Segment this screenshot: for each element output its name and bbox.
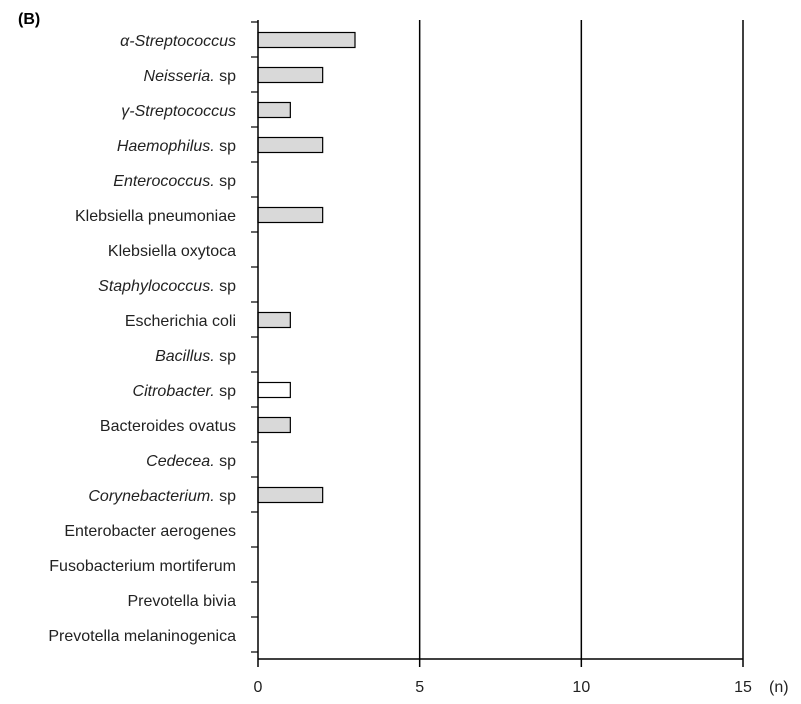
x-tick-label: 10 (572, 679, 590, 696)
bar (257, 66, 324, 84)
panel-label: (B) (18, 11, 40, 28)
bar (257, 31, 356, 49)
bars (257, 31, 356, 504)
category-label: Prevotella melaninogenica (48, 628, 236, 645)
axes (257, 20, 743, 660)
category-label: α-Streptococcus (120, 33, 236, 50)
category-ticks (251, 21, 258, 653)
bar (257, 416, 291, 434)
category-label: Cedecea. sp (146, 453, 236, 470)
x-tick-label: 15 (734, 679, 752, 696)
x-ticks: 0 5 10 15 (254, 659, 752, 696)
category-label: Prevotella bivia (128, 593, 237, 610)
category-label: Fusobacterium mortiferum (49, 558, 236, 575)
bar (257, 101, 291, 119)
category-label: γ-Streptococcus (121, 103, 236, 120)
category-label: Haemophilus. sp (117, 138, 236, 155)
category-label: Bacteroides ovatus (100, 418, 236, 435)
category-label: Enterobacter aerogenes (64, 523, 236, 540)
category-label: Klebsiella pneumoniae (75, 208, 236, 225)
category-label: Enterococcus. sp (113, 173, 236, 190)
x-tick-label: 5 (415, 679, 424, 696)
category-label: Corynebacterium. sp (88, 488, 236, 505)
x-axis-unit-label: (n) (769, 679, 789, 696)
category-label: Klebsiella oxytoca (108, 243, 236, 260)
bar (257, 206, 324, 224)
category-label: Escherichia coli (125, 313, 236, 330)
x-tick-label: 0 (254, 679, 263, 696)
category-label: Neisseria. sp (144, 68, 237, 85)
grid-lines (418, 20, 744, 659)
bar (257, 486, 324, 504)
category-label: Bacillus. sp (155, 348, 236, 365)
bar (257, 311, 291, 329)
category-labels: α-Streptococcus Neisseria. sp γ-Streptococ… (48, 33, 236, 645)
bar (257, 381, 291, 399)
category-label: Citrobacter. sp (133, 383, 237, 400)
bar (257, 136, 324, 154)
category-label: Staphylococcus. sp (98, 278, 236, 295)
